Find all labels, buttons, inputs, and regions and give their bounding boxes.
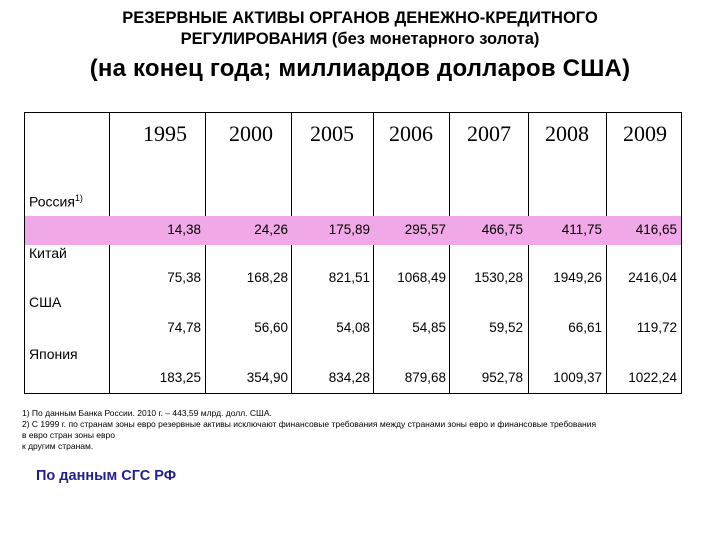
- cell-value: 1530,28: [474, 270, 523, 285]
- title-line-2: РЕГУЛИРОВАНИЯ (без монетарного золота): [180, 30, 540, 48]
- cell-value: 295,57: [404, 222, 446, 237]
- source-note: По данным СГС РФ: [36, 468, 177, 484]
- row-label-china: Китай: [29, 245, 69, 261]
- cell-value: 66,61: [568, 320, 602, 335]
- cell-value: 1022,24: [628, 370, 677, 385]
- year-header: 2008: [545, 121, 589, 146]
- year-header: 2007: [467, 121, 511, 146]
- row-label-usa: США: [29, 294, 64, 310]
- footnote-2-line-1: 2) С 1999 г. по странам зоны евро резерв…: [22, 419, 597, 429]
- cell-value: 54,08: [336, 320, 370, 335]
- grid-line: [606, 113, 607, 393]
- highlight-row: [25, 216, 681, 245]
- grid-line: [373, 113, 374, 393]
- grid-line: [449, 113, 450, 393]
- cell-value: 1949,26: [553, 270, 602, 285]
- footnote-2-line-3: к другим странам.: [22, 441, 94, 451]
- title-line-1: РЕЗЕРВНЫЕ АКТИВЫ ОРГАНОВ ДЕНЕЖНО-КРЕДИТН…: [122, 9, 598, 27]
- cell-value: 466,75: [481, 222, 523, 237]
- cell-value: 54,85: [412, 320, 446, 335]
- cell-value: 74,78: [167, 320, 201, 335]
- cell-value: 183,25: [159, 370, 201, 385]
- footnote-2-line-2: в евро стран зоны евро: [22, 430, 115, 440]
- cell-value: 411,75: [561, 222, 602, 237]
- cell-value: 834,28: [328, 370, 370, 385]
- cell-value: 879,68: [404, 370, 446, 385]
- year-header: 2009: [623, 121, 667, 146]
- grid-line: [291, 113, 292, 393]
- subtitle: (на конец года; миллиардов долларов США): [89, 55, 631, 82]
- cell-value: 75,38: [167, 270, 201, 285]
- cell-value: 1009,37: [553, 370, 602, 385]
- cell-value: 952,78: [481, 370, 523, 385]
- footnote-1: 1) По данным Банка России. 2010 г. – 443…: [22, 408, 272, 418]
- cell-value: 24,26: [254, 222, 288, 237]
- cell-value: 168,28: [246, 270, 288, 285]
- grid-line: [109, 113, 110, 393]
- cell-value: 56,60: [254, 320, 288, 335]
- cell-value: 1068,49: [397, 270, 446, 285]
- cell-value: 416,65: [635, 222, 677, 237]
- reserves-table: 1995 2000 2005 2006 2007 2008 2009 Росси…: [24, 112, 682, 394]
- cell-value: 354,90: [246, 370, 288, 385]
- grid-line: [205, 113, 206, 393]
- grid-line: [528, 113, 529, 393]
- row-label-russia: Россия1): [29, 193, 85, 210]
- cell-value: 821,51: [328, 270, 370, 285]
- cell-value: 175,89: [328, 222, 370, 237]
- title-block: РЕЗЕРВНЫЕ АКТИВЫ ОРГАНОВ ДЕНЕЖНО-КРЕДИТН…: [0, 8, 720, 50]
- year-header: 2006: [389, 121, 433, 146]
- cell-value: 119,72: [636, 320, 677, 335]
- cell-value: 59,52: [489, 320, 523, 335]
- year-header: 2005: [310, 121, 354, 146]
- cell-value: 2416,04: [628, 270, 677, 285]
- year-header: 1995: [143, 121, 187, 146]
- year-header: 2000: [229, 121, 273, 146]
- cell-value: 14,38: [167, 222, 201, 237]
- row-label-japan: Япония: [29, 346, 80, 362]
